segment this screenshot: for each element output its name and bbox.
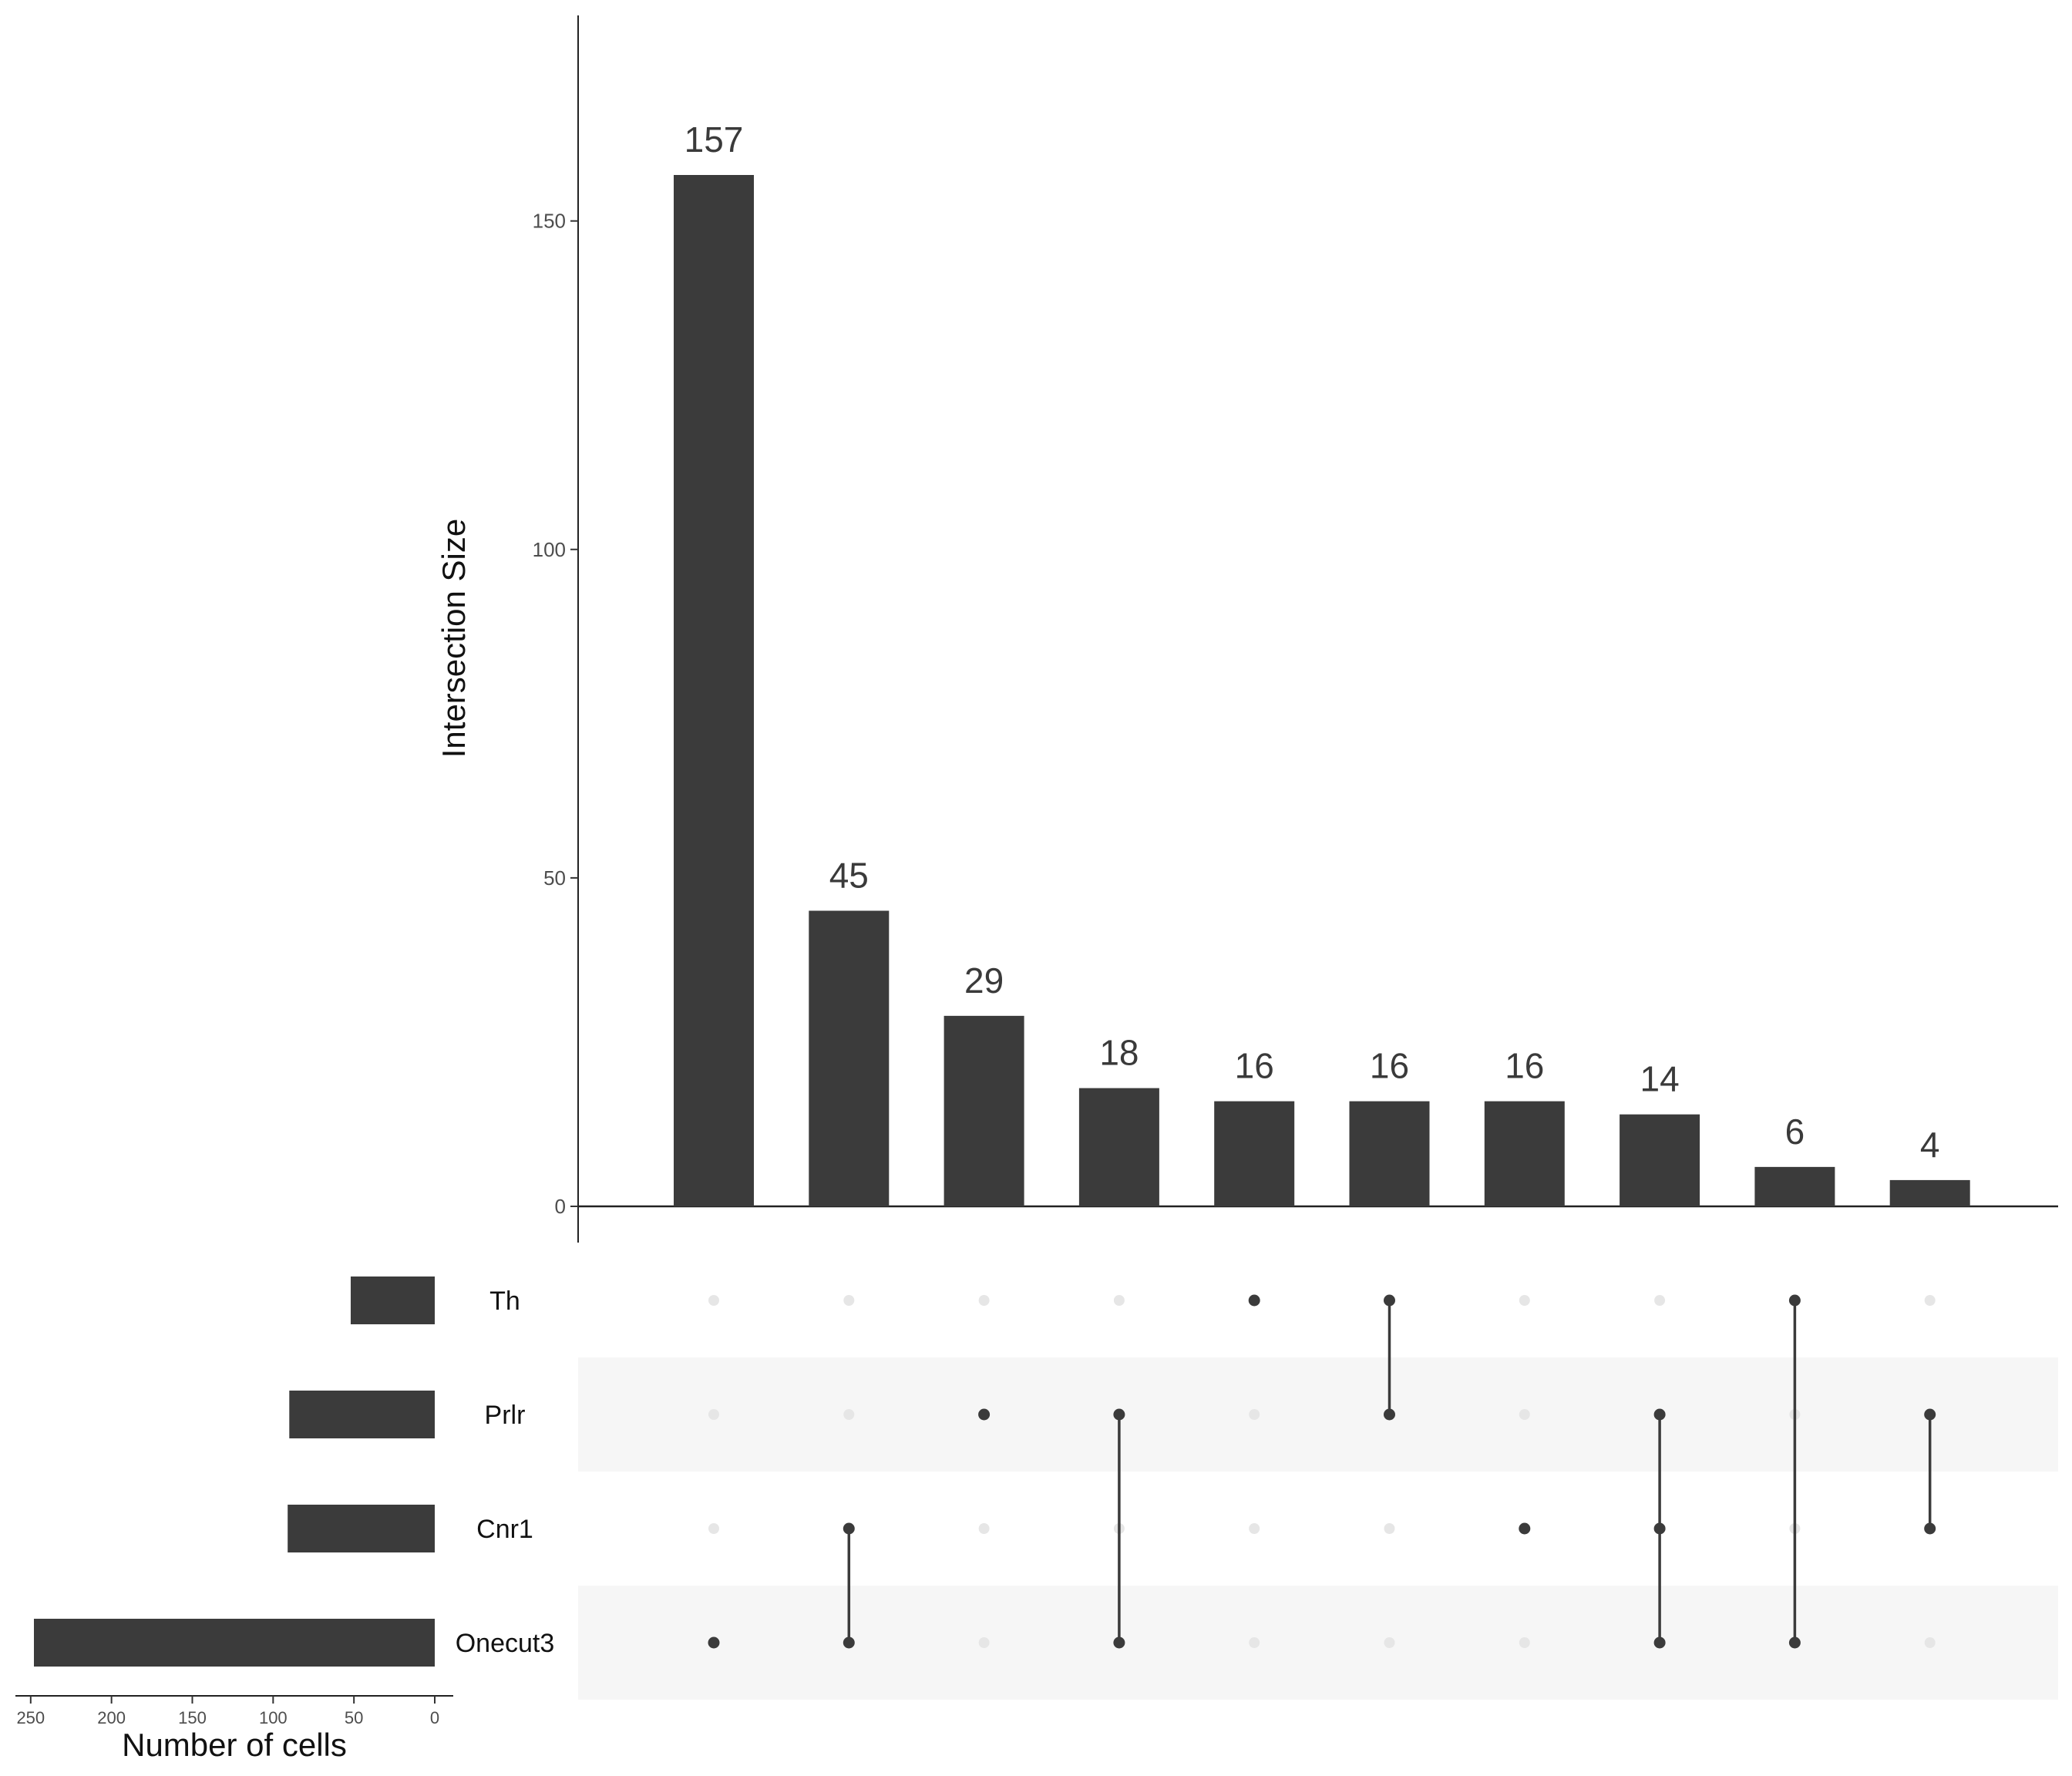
bar-value-label: 4 [1920, 1125, 1940, 1165]
matrix-dot-inactive [843, 1295, 855, 1306]
matrix-dot-active [978, 1408, 991, 1421]
matrix-dot-inactive [708, 1295, 719, 1306]
matrix-dot-inactive [1384, 1523, 1395, 1534]
matrix-dot-inactive [1519, 1637, 1530, 1648]
set-size-bar [34, 1619, 435, 1667]
matrix-dot-active [843, 1636, 855, 1649]
set-size-tick-label: 0 [430, 1708, 439, 1727]
matrix-dot-active [1924, 1522, 1936, 1535]
y-axis-title: Intersection Size [436, 519, 472, 758]
set-size-tick-label: 250 [16, 1708, 45, 1727]
matrix-dot-inactive [978, 1295, 990, 1306]
matrix-row-stripes [578, 1357, 2058, 1700]
y-tick-label: 0 [555, 1195, 566, 1218]
matrix-dot-active [1924, 1408, 1936, 1421]
set-labels: Th Prlr Cnr1 Onecut3 [456, 1287, 555, 1658]
set-size-tick-label: 200 [97, 1708, 126, 1727]
intersection-bar [1484, 1101, 1565, 1206]
intersection-bar [1620, 1114, 1700, 1206]
matrix-dot-active [1384, 1294, 1395, 1307]
bar-value-label: 45 [829, 855, 869, 895]
matrix-dot-inactive [978, 1523, 990, 1534]
set-size-bars [34, 1276, 435, 1667]
set-label: Prlr [485, 1401, 526, 1430]
y-tick-label: 50 [543, 866, 566, 890]
matrix-dot-active [843, 1522, 855, 1535]
bar-value-label: 6 [1785, 1112, 1805, 1152]
set-label: Cnr1 [476, 1515, 533, 1544]
matrix-dot-active [1653, 1408, 1666, 1421]
matrix-dot-active [1788, 1636, 1801, 1649]
matrix-dot-inactive [1924, 1295, 1936, 1306]
bar-value-label: 29 [964, 960, 1004, 1001]
matrix-dot-inactive [1924, 1637, 1936, 1648]
y-ticks: 0 50 100 150 [533, 210, 578, 1218]
set-size-bar [350, 1276, 435, 1324]
intersection-bars: 157 45 29 18 16 16 16 14 6 4 [674, 119, 1970, 1206]
bar-value-label: 18 [1099, 1033, 1139, 1073]
bar-value-label: 14 [1640, 1059, 1680, 1099]
matrix-dot-inactive [1249, 1409, 1260, 1420]
matrix-dot-active [1519, 1522, 1531, 1535]
matrix-dot-inactive [708, 1523, 719, 1534]
intersection-bar [674, 175, 754, 1206]
y-tick-label: 100 [533, 538, 566, 561]
matrix-dot-active [1653, 1636, 1666, 1649]
matrix-dot-inactive [1384, 1637, 1395, 1648]
intersection-bar [1214, 1101, 1295, 1206]
matrix-dot-active [1248, 1294, 1260, 1307]
intersection-matrix [708, 1294, 1936, 1649]
set-label: Onecut3 [456, 1629, 555, 1658]
set-size-tick-label: 150 [178, 1708, 207, 1727]
set-label: Th [489, 1287, 520, 1316]
matrix-dot-inactive [708, 1409, 719, 1420]
matrix-stripe [578, 1586, 2058, 1700]
matrix-dot-inactive [843, 1409, 855, 1420]
matrix-dot-active [1653, 1522, 1666, 1535]
matrix-dot-active [1113, 1636, 1125, 1649]
matrix-dot-inactive [978, 1637, 990, 1648]
matrix-dot-inactive [1519, 1295, 1530, 1306]
bar-value-label: 157 [684, 119, 744, 160]
matrix-dot-active [1113, 1408, 1125, 1421]
bar-value-label: 16 [1370, 1046, 1409, 1086]
intersection-bar [944, 1015, 1024, 1206]
set-size-ticks: 250 200 150 100 50 0 [16, 1696, 439, 1727]
matrix-dot-active [708, 1636, 720, 1649]
set-size-axis-title: Number of cells [122, 1727, 347, 1763]
matrix-dot-inactive [1249, 1523, 1260, 1534]
intersection-bar [1078, 1088, 1159, 1206]
matrix-dot-inactive [1519, 1409, 1530, 1420]
intersection-bar [809, 910, 890, 1206]
intersection-bar [1754, 1166, 1835, 1206]
matrix-dot-active [1384, 1408, 1395, 1421]
matrix-dot-active [1788, 1294, 1801, 1307]
set-size-tick-label: 50 [345, 1708, 363, 1727]
set-size-axis: 250 200 150 100 50 0 Number of cells [15, 1695, 453, 1763]
matrix-dot-inactive [1654, 1295, 1666, 1306]
intersection-bar [1349, 1101, 1430, 1206]
matrix-dot-inactive [1113, 1295, 1125, 1306]
y-tick-label: 150 [533, 210, 566, 233]
set-size-bar [289, 1391, 435, 1438]
matrix-stripe [578, 1357, 2058, 1472]
set-size-tick-label: 100 [259, 1708, 288, 1727]
bar-value-label: 16 [1505, 1046, 1544, 1086]
intersection-bar [1889, 1179, 1970, 1206]
bar-value-label: 16 [1235, 1046, 1274, 1086]
matrix-dot-inactive [1249, 1637, 1260, 1648]
set-size-bar [288, 1505, 435, 1552]
